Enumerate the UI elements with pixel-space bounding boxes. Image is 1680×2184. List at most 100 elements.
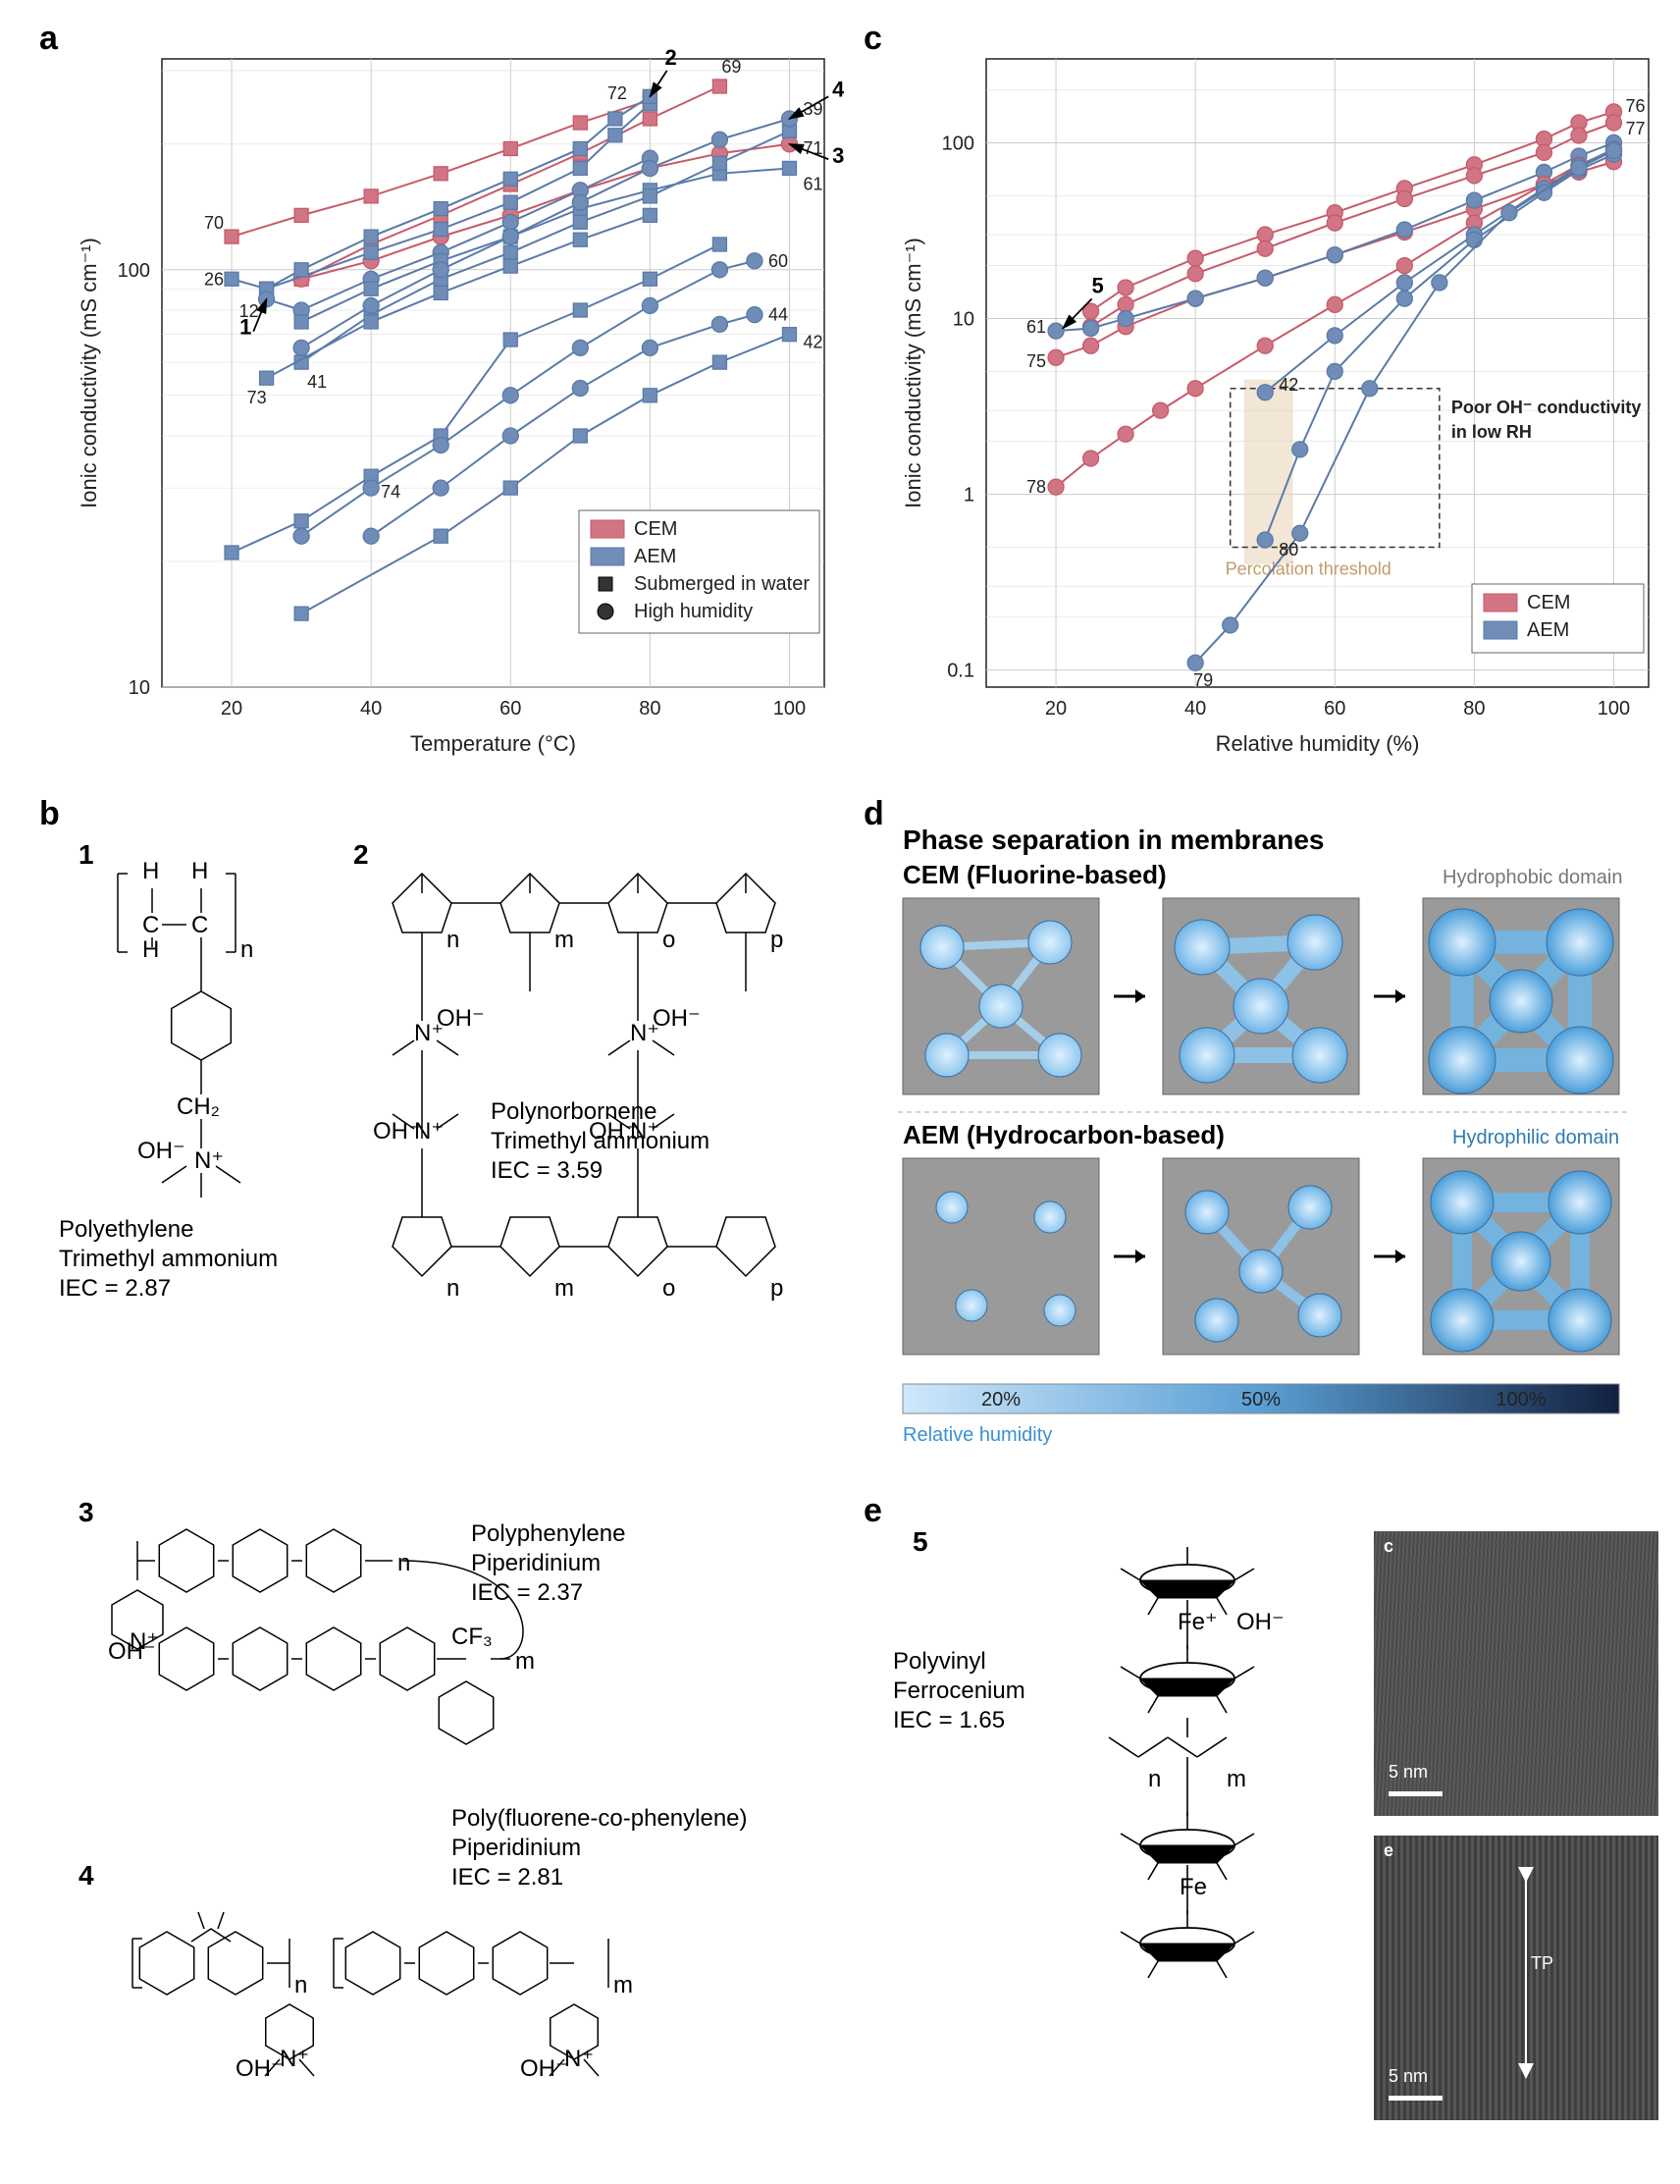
svg-text:AEM (Hydrocarbon-based): AEM (Hydrocarbon-based) (903, 1120, 1225, 1149)
svg-text:77: 77 (1625, 119, 1645, 138)
svg-text:40: 40 (1184, 698, 1206, 719)
svg-text:Ferrocenium: Ferrocenium (893, 1678, 1025, 1704)
svg-text:Fe⁺: Fe⁺ (1178, 1609, 1218, 1635)
svg-text:m: m (515, 1648, 535, 1675)
svg-text:n: n (446, 927, 459, 953)
svg-text:61: 61 (1026, 317, 1046, 337)
svg-text:AEM: AEM (634, 546, 676, 567)
svg-text:OH⁻: OH⁻ (653, 1005, 701, 1032)
svg-text:m: m (554, 927, 574, 953)
svg-text:CEM: CEM (634, 518, 677, 540)
svg-text:H: H (191, 858, 208, 884)
svg-text:OH⁻: OH⁻ (1236, 1609, 1285, 1635)
svg-text:IEC = 3.59: IEC = 3.59 (491, 1157, 603, 1184)
svg-text:p: p (770, 927, 783, 953)
svg-text:m: m (1227, 1766, 1246, 1792)
svg-text:IEC = 2.87: IEC = 2.87 (59, 1275, 171, 1302)
svg-text:80: 80 (1279, 540, 1298, 559)
svg-text:Hydrophobic domain: Hydrophobic domain (1443, 867, 1622, 888)
svg-text:76: 76 (1625, 96, 1645, 116)
panel-b: 1nHHCCHCH₂N⁺OH⁻PolyethyleneTrimethyl amm… (39, 815, 844, 2169)
svg-text:OH⁻: OH⁻ (437, 1005, 485, 1032)
svg-text:78: 78 (1026, 477, 1046, 497)
svg-text:1: 1 (964, 485, 974, 506)
svg-text:0.1: 0.1 (947, 661, 974, 682)
svg-text:CEM (Fluorine-based): CEM (Fluorine-based) (903, 860, 1167, 889)
svg-text:H: H (142, 858, 159, 884)
svg-text:Relative humidity: Relative humidity (903, 1424, 1052, 1446)
svg-text:10: 10 (953, 309, 974, 331)
svg-text:n: n (446, 1275, 459, 1302)
svg-text:42: 42 (803, 333, 822, 352)
svg-text:71: 71 (803, 138, 822, 158)
svg-text:Relative humidity (%): Relative humidity (%) (1216, 731, 1420, 756)
svg-text:4: 4 (79, 1860, 94, 1891)
svg-text:2: 2 (353, 839, 369, 870)
svg-text:60: 60 (768, 251, 788, 271)
svg-text:N⁺: N⁺ (194, 1147, 224, 1174)
svg-text:100: 100 (773, 698, 806, 719)
chart-a: 2040608010010100Temperature (°C)Ionic co… (69, 39, 844, 775)
svg-text:Polyphenylene: Polyphenylene (471, 1520, 625, 1547)
svg-text:OH⁻: OH⁻ (137, 1138, 185, 1164)
svg-text:IEC = 2.37: IEC = 2.37 (471, 1579, 583, 1606)
svg-text:3: 3 (832, 143, 844, 168)
svg-text:26: 26 (204, 269, 224, 289)
svg-text:H: H (142, 936, 159, 963)
svg-text:60: 60 (499, 698, 521, 719)
svg-text:High humidity: High humidity (634, 601, 753, 622)
svg-text:Polyethylene: Polyethylene (59, 1216, 193, 1243)
svg-text:42: 42 (1279, 375, 1298, 395)
svg-text:80: 80 (639, 698, 660, 719)
svg-text:20%: 20% (981, 1389, 1021, 1411)
svg-text:73: 73 (247, 388, 267, 407)
svg-text:Percolation threshold: Percolation threshold (1226, 559, 1391, 578)
svg-text:100%: 100% (1496, 1389, 1546, 1411)
svg-text:Temperature (°C): Temperature (°C) (410, 731, 576, 756)
svg-text:Submerged in water: Submerged in water (634, 573, 810, 595)
svg-text:CEM: CEM (1527, 592, 1570, 613)
svg-text:Ionic conductivity (mS cm⁻¹): Ionic conductivity (mS cm⁻¹) (77, 238, 101, 508)
svg-text:44: 44 (768, 305, 788, 325)
svg-text:79: 79 (1193, 670, 1213, 690)
svg-text:5: 5 (1092, 273, 1104, 297)
svg-text:IEC = 2.81: IEC = 2.81 (451, 1864, 563, 1891)
svg-text:Piperidinium: Piperidinium (451, 1835, 581, 1861)
svg-text:n: n (397, 1550, 410, 1576)
svg-text:Ionic conductivity (mS cm⁻¹): Ionic conductivity (mS cm⁻¹) (901, 238, 925, 508)
svg-text:Polyvinyl: Polyvinyl (893, 1648, 986, 1675)
svg-text:Poor OH⁻ conductivity: Poor OH⁻ conductivity (1451, 398, 1642, 417)
svg-text:Hydrophilic domain: Hydrophilic domain (1452, 1127, 1619, 1148)
svg-text:3: 3 (79, 1497, 94, 1527)
svg-text:80: 80 (1463, 698, 1485, 719)
panel-d: Phase separation in membranesCEM (Fluori… (893, 815, 1668, 1472)
svg-text:4: 4 (832, 77, 844, 101)
svg-text:N⁺: N⁺ (280, 2046, 309, 2072)
svg-text:100: 100 (942, 133, 974, 154)
svg-text:p: p (770, 1275, 783, 1302)
svg-text:Piperidinium: Piperidinium (471, 1550, 601, 1576)
svg-text:1: 1 (239, 315, 251, 340)
panel-label-e: e (864, 1492, 882, 1530)
svg-text:OH⁻: OH⁻ (373, 1118, 421, 1145)
svg-text:Trimethyl ammonium: Trimethyl ammonium (59, 1246, 278, 1272)
tem-c-scale: 5 nm (1389, 1762, 1428, 1783)
svg-text:60: 60 (1324, 698, 1345, 719)
svg-text:CF₃: CF₃ (451, 1624, 493, 1650)
tem-e-scale: 5 nm (1389, 2066, 1428, 2087)
panel-label-c: c (864, 20, 882, 58)
svg-text:70: 70 (204, 213, 224, 233)
svg-text:AEM: AEM (1527, 619, 1569, 641)
svg-text:n: n (1148, 1766, 1161, 1792)
svg-text:OH⁻: OH⁻ (589, 1118, 637, 1145)
svg-text:n: n (294, 1972, 307, 1998)
svg-text:1: 1 (79, 839, 94, 870)
panel-label-a: a (39, 20, 58, 58)
svg-text:50%: 50% (1241, 1389, 1281, 1411)
svg-text:69: 69 (721, 57, 741, 77)
svg-text:in low RH: in low RH (1451, 422, 1532, 442)
svg-text:100: 100 (1598, 698, 1630, 719)
svg-text:61: 61 (803, 174, 822, 193)
svg-text:OH⁻: OH⁻ (520, 2055, 568, 2082)
chart-c: 204060801000.1110100Relative humidity (%… (893, 39, 1668, 775)
